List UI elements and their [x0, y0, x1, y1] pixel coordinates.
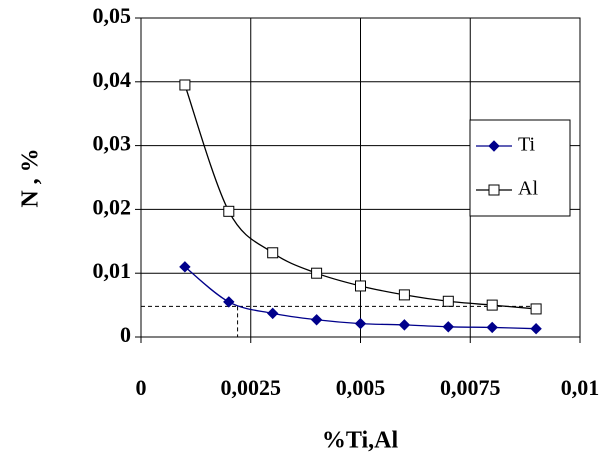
x-tick-label: 0: [136, 375, 147, 400]
point: [179, 79, 191, 91]
point: [398, 289, 410, 301]
legend-label: Ti: [518, 134, 536, 156]
point: [223, 205, 235, 217]
point: [530, 322, 542, 335]
point: [310, 314, 323, 326]
point: [223, 296, 235, 308]
y-tick-label: 0,03: [93, 131, 132, 156]
y-tick-label: 0: [120, 322, 131, 347]
y-tick-label: 0,04: [93, 67, 132, 92]
legend-label: Al: [518, 178, 538, 200]
legend-marker: [488, 140, 500, 152]
y-tick-label: 0,05: [93, 3, 132, 28]
point: [486, 299, 498, 311]
point: [267, 247, 279, 259]
point: [486, 321, 498, 334]
point: [442, 295, 454, 307]
point: [179, 261, 191, 273]
x-tick-label: 0,01: [561, 375, 600, 400]
point: [355, 280, 366, 292]
plot-border: [140, 17, 581, 338]
x-tick-label: 0,0025: [221, 375, 282, 400]
point: [398, 319, 411, 331]
point: [442, 321, 455, 333]
point: [311, 267, 323, 279]
x-tick-label: 0,0075: [440, 375, 501, 400]
point: [266, 307, 279, 320]
y-tick-label: 0,02: [93, 194, 132, 219]
point: [354, 317, 367, 330]
legend-box: [469, 119, 571, 217]
legend-marker: [488, 184, 500, 196]
x-axis-label: %Ti,Al: [322, 428, 399, 454]
x-tick-label: 0,005: [336, 375, 386, 400]
y-axis-label: N , %: [18, 148, 44, 207]
point: [530, 303, 542, 315]
y-tick-label: 0,01: [93, 258, 132, 283]
